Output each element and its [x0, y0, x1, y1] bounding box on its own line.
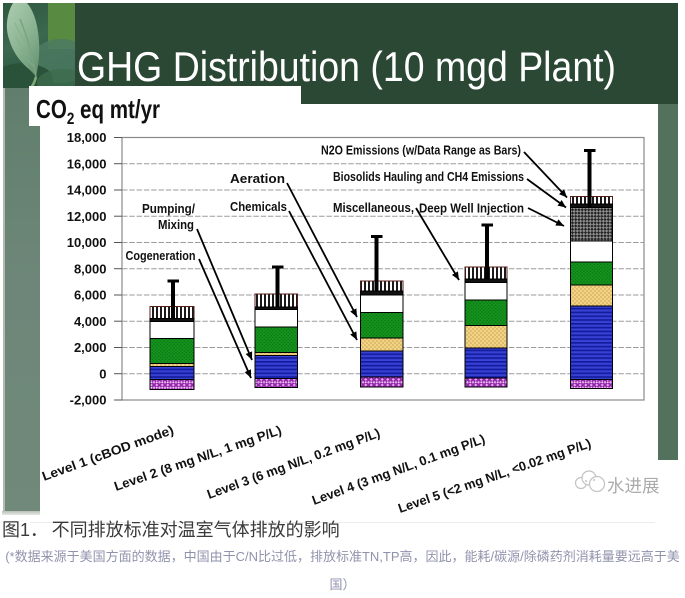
- svg-text:Pumping/: Pumping/: [142, 201, 195, 216]
- svg-text:10,000: 10,000: [67, 235, 107, 250]
- svg-text:18,000: 18,000: [67, 130, 107, 145]
- svg-text:16,000: 16,000: [67, 156, 107, 171]
- svg-text:-2,000: -2,000: [70, 393, 107, 408]
- svg-text:Chemicals: Chemicals: [230, 199, 287, 214]
- svg-text:2,000: 2,000: [74, 340, 107, 355]
- svg-text:Level 5 (<2 mg N/L, <0.02 mg P: Level 5 (<2 mg N/L, <0.02 mg P/L): [396, 436, 593, 516]
- svg-text:0: 0: [99, 366, 106, 381]
- svg-text:6,000: 6,000: [74, 288, 107, 303]
- svg-text:Miscellaneous,: Miscellaneous,: [333, 200, 414, 215]
- svg-text:Mixing: Mixing: [158, 217, 194, 232]
- svg-text:4,000: 4,000: [74, 314, 107, 329]
- svg-text:Deep Well Injection: Deep Well Injection: [419, 201, 524, 216]
- svg-text:Aeration: Aeration: [230, 171, 285, 186]
- svg-text:8,000: 8,000: [74, 261, 107, 276]
- svg-text:12,000: 12,000: [67, 209, 107, 224]
- svg-text:14,000: 14,000: [67, 183, 107, 198]
- svg-text:Biosolids Hauling and CH4 Emis: Biosolids Hauling and CH4 Emissions: [333, 169, 524, 184]
- svg-text:N2O Emissions (w/Data Range as: N2O Emissions (w/Data Range as Bars): [321, 143, 521, 158]
- svg-text:Cogeneration: Cogeneration: [126, 248, 196, 263]
